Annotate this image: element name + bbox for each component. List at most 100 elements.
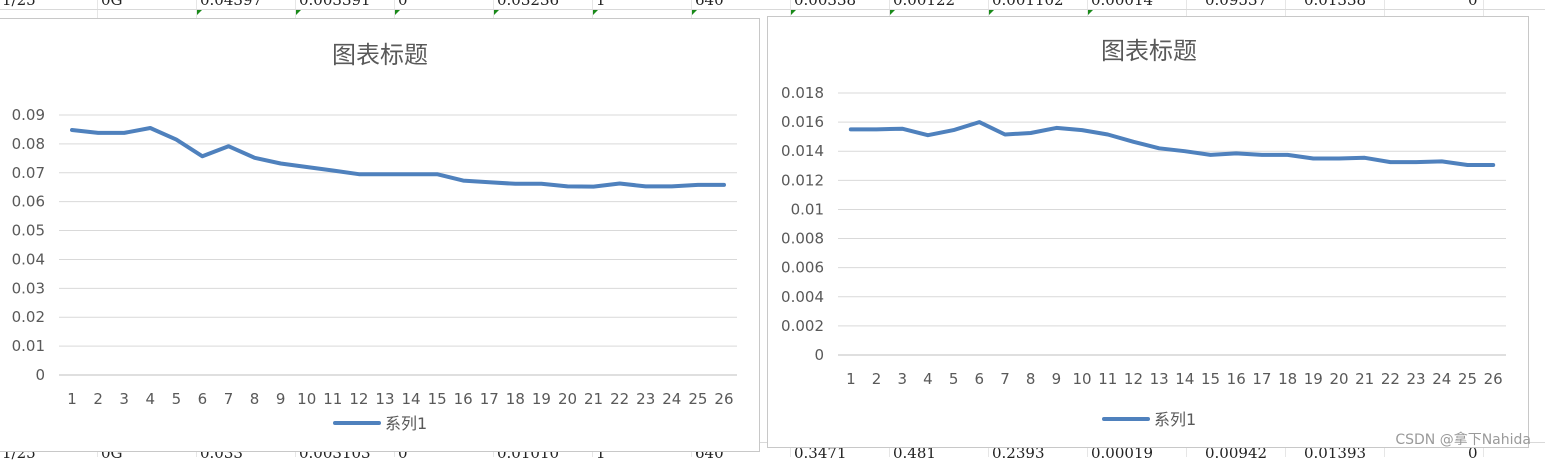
chart-svg: 图表标题 0 0.01 0.02 0.03 0.04 0.05 0.06 0.07 0.08 0.0…: [12, 41, 737, 433]
x-tick-label: 13: [1150, 370, 1169, 388]
y-tick-label: 0.016: [781, 113, 824, 131]
cell[interactable]: 0.04397: [200, 0, 263, 9]
data-point: [1337, 157, 1341, 161]
x-tick-label: 16: [454, 390, 473, 408]
x-tick-label: 1: [846, 370, 856, 388]
cell[interactable]: 0: [1468, 444, 1478, 462]
x-tick-label: 10: [297, 390, 316, 408]
y-tick-label: 0.006: [781, 259, 824, 277]
legend-label: 系列1: [1154, 410, 1196, 429]
line-chart-left[interactable]: 图表标题 0 0.01 0.02 0.03 0.04 0.05 0.06 0.07 0.08 0.0…: [0, 18, 760, 452]
x-tick-label: 18: [506, 390, 525, 408]
cell[interactable]: 0: [398, 444, 408, 462]
data-point: [1131, 140, 1135, 144]
cell[interactable]: 1/25: [2, 0, 36, 9]
data-point: [670, 184, 674, 188]
x-tick-label: 9: [276, 390, 286, 408]
y-tick-label: 0.012: [781, 171, 824, 189]
cell[interactable]: 0: [398, 0, 408, 9]
y-tick-label: 0.09: [12, 106, 45, 124]
y-tick-label: 0.014: [781, 142, 824, 160]
data-point: [409, 172, 413, 176]
data-point: [1491, 163, 1495, 167]
data-point: [952, 128, 956, 132]
y-tick-label: 0.02: [12, 308, 45, 326]
data-point: [1260, 153, 1264, 157]
data-point: [1157, 146, 1161, 150]
x-tick-label: 4: [923, 370, 933, 388]
cell[interactable]: 0.00122: [893, 0, 956, 9]
y-tick-label: 0.01: [12, 337, 45, 355]
x-tick-label: 9: [1052, 370, 1062, 388]
cell[interactable]: 0.00014: [1091, 0, 1154, 9]
x-tick-label: 12: [1124, 370, 1143, 388]
cell[interactable]: 0.01338: [1304, 0, 1367, 9]
data-point: [122, 131, 126, 135]
cell[interactable]: 0.003391: [299, 0, 371, 9]
x-tick-label: 12: [349, 390, 368, 408]
x-tick-label: 14: [401, 390, 420, 408]
data-point: [487, 180, 491, 184]
data-point: [875, 127, 879, 131]
x-tick-label: 2: [872, 370, 882, 388]
data-point: [1080, 128, 1084, 132]
x-tick-label: 7: [224, 390, 234, 408]
data-point: [1183, 149, 1187, 153]
x-tick-label: 26: [714, 390, 733, 408]
data-point: [900, 127, 904, 131]
cell[interactable]: 640: [695, 0, 724, 9]
cell[interactable]: 0G: [101, 0, 123, 9]
x-tick-label: 26: [1484, 370, 1503, 388]
watermark-text: CSDN @拿下Nahida: [1395, 432, 1531, 448]
x-tick-label: 3: [119, 390, 129, 408]
error-indicator-icon: [890, 10, 895, 15]
cell[interactable]: 0.09537: [1205, 0, 1268, 9]
x-tick-label: 16: [1227, 370, 1246, 388]
data-point: [96, 131, 100, 135]
x-tick-label: 7: [1000, 370, 1010, 388]
data-point: [435, 172, 439, 176]
x-tick-label: 5: [949, 370, 959, 388]
x-tick-label: 19: [532, 390, 551, 408]
y-tick-label: 0.07: [12, 164, 45, 182]
x-tick-label: 15: [428, 390, 447, 408]
y-tick-label: 0.06: [12, 193, 45, 211]
x-tick-label: 11: [1098, 370, 1117, 388]
x-tick-label: 25: [1458, 370, 1477, 388]
data-point: [357, 172, 361, 176]
data-point: [1440, 159, 1444, 163]
x-tick-label: 6: [975, 370, 985, 388]
y-tick-label: 0: [814, 346, 824, 364]
x-tick-label: 8: [250, 390, 260, 408]
x-tick-label: 17: [480, 390, 499, 408]
x-tick-label: 25: [688, 390, 707, 408]
cell[interactable]: 0.001102: [992, 0, 1064, 9]
x-tick-label: 23: [1407, 370, 1426, 388]
data-point: [148, 126, 152, 130]
cell[interactable]: 1: [596, 444, 606, 462]
error-indicator-icon: [989, 10, 994, 15]
series-line: [70, 126, 726, 189]
x-tick-label: 3: [897, 370, 907, 388]
data-point: [1234, 151, 1238, 155]
x-tick-label: 2: [93, 390, 103, 408]
data-point: [1286, 153, 1290, 157]
cell[interactable]: 0.03236: [497, 0, 560, 9]
cell[interactable]: 0.00338: [794, 0, 857, 9]
cell[interactable]: 0: [1468, 0, 1478, 9]
data-point: [200, 154, 204, 158]
series-line: [848, 120, 1496, 167]
chart-svg: 图表标题 0 0.002 0.004 0.006 0.008 0.01 0.012 0.014 0…: [781, 37, 1506, 429]
x-tick-label: 5: [172, 390, 182, 408]
x-tick-label: 18: [1278, 370, 1297, 388]
data-point: [253, 156, 257, 160]
data-point: [383, 172, 387, 176]
cell[interactable]: 1: [596, 0, 606, 9]
y-tick-label: 0.002: [781, 317, 824, 335]
x-tick-label: 23: [636, 390, 655, 408]
data-point: [644, 184, 648, 188]
x-tick-label: 21: [584, 390, 603, 408]
line-chart-right[interactable]: 图表标题 0 0.002 0.004 0.006 0.008 0.01 0.012 0.014 0…: [767, 16, 1529, 448]
chart-title: 图表标题: [1101, 37, 1197, 65]
y-tick-label: 0.01: [791, 200, 824, 218]
